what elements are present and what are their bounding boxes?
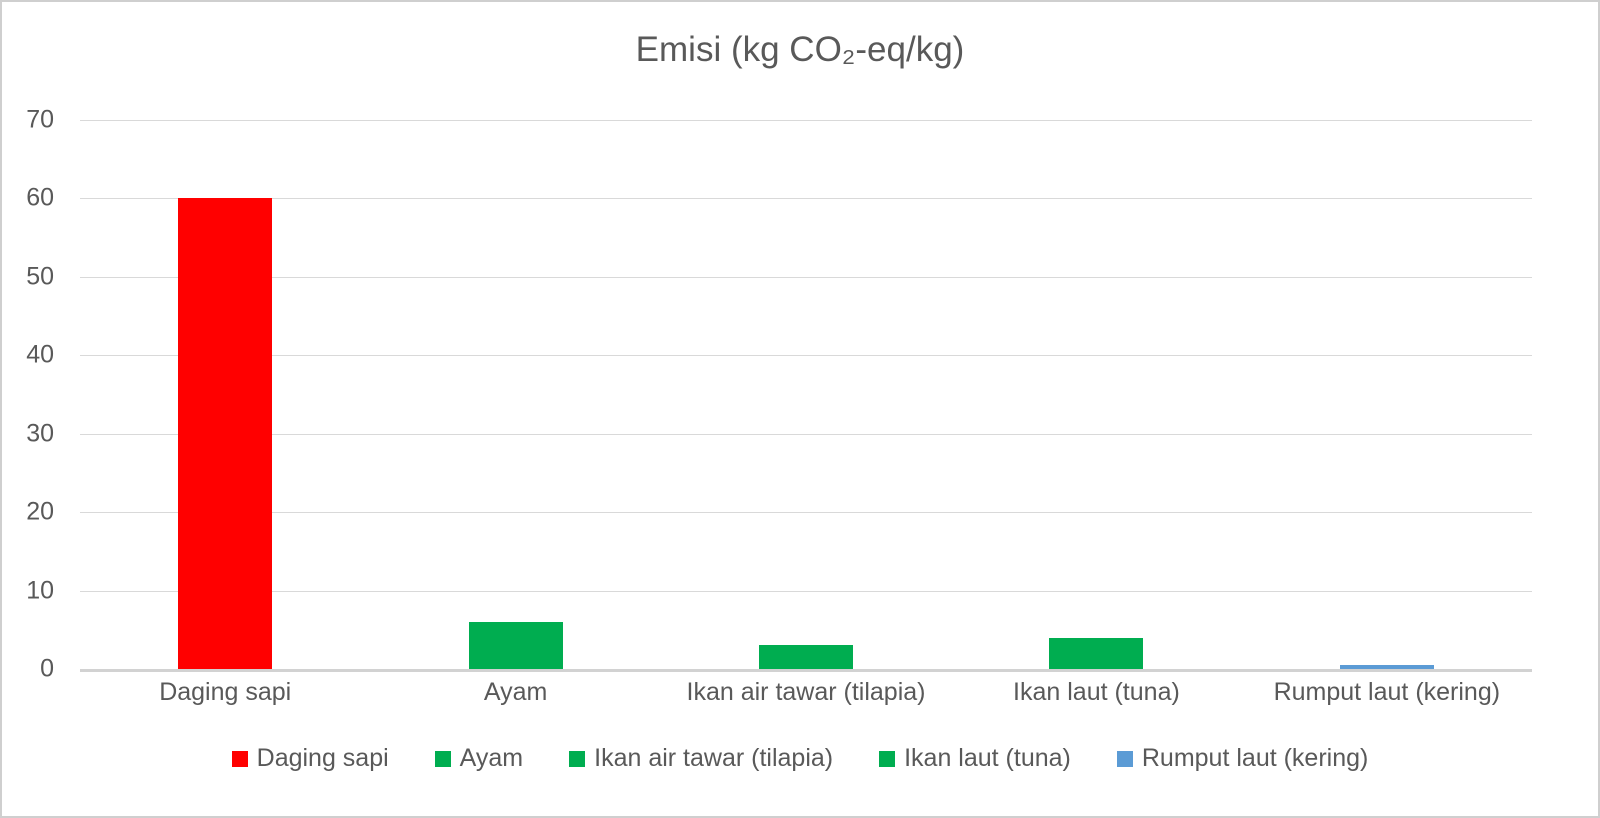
y-tick-label: 40 [26,340,54,369]
legend-label: Ayam [459,744,524,772]
legend-swatch-icon [879,750,896,767]
legend-label: Rumput laut (kering) [1141,744,1369,772]
legend: Daging sapi Ayam Ikan air tawar (tilapia) I… [2,744,1598,773]
y-tick-label: 50 [26,262,54,291]
legend-swatch-icon [434,750,451,767]
legend-item: Ikan air tawar (tilapia) [569,744,833,773]
y-tick-label: 70 [26,105,54,134]
bar-ayam [468,621,563,669]
legend-swatch-icon [231,750,248,767]
bar-rumput-laut-kering [1339,665,1434,669]
y-tick-label: 10 [26,576,54,605]
legend-label: Ikan air tawar (tilapia) [594,744,834,772]
x-axis-line [80,669,1532,672]
legend-label: Daging sapi [256,744,389,772]
legend-item: Ayam [434,744,524,773]
bar-ikan-laut-tuna [1049,637,1144,669]
gridline [80,433,1532,435]
chart-title: Emisi (kg CO₂-eq/kg) [635,30,965,69]
bar-daging-sapi [178,198,273,669]
y-tick-label: 30 [26,419,54,448]
legend-swatch-icon [569,750,586,767]
x-category-label: Daging sapi [159,678,292,706]
y-tick-label: 0 [40,654,54,683]
y-tick-label: 60 [26,183,54,212]
gridline [80,198,1532,200]
legend-item: Ikan laut (tuna) [879,744,1071,773]
x-axis: Daging sapi Ayam Ikan air tawar (tilapia) I… [80,678,1532,707]
y-tick-label: 20 [26,497,54,526]
x-category-label: Ikan air tawar (tilapia) [686,678,926,706]
legend-item: Rumput laut (kering) [1116,744,1369,773]
gridline [80,120,1532,121]
gridline [80,276,1532,278]
x-category-label: Rumput laut (kering) [1273,678,1501,706]
gridline [80,512,1532,514]
x-category-label: Ayam [483,678,548,706]
legend-swatch-icon [1116,750,1133,767]
plot-area [80,120,1532,672]
gridline [80,590,1532,592]
gridline [80,355,1532,357]
legend-item: Daging sapi [231,744,389,773]
bar-ikan-air-tawar-tilapia [759,645,853,669]
legend-label: Ikan laut (tuna) [904,744,1071,772]
x-category-label: Ikan laut (tuna) [1013,678,1180,706]
y-axis: 70 60 50 40 30 20 10 0 [2,107,54,681]
